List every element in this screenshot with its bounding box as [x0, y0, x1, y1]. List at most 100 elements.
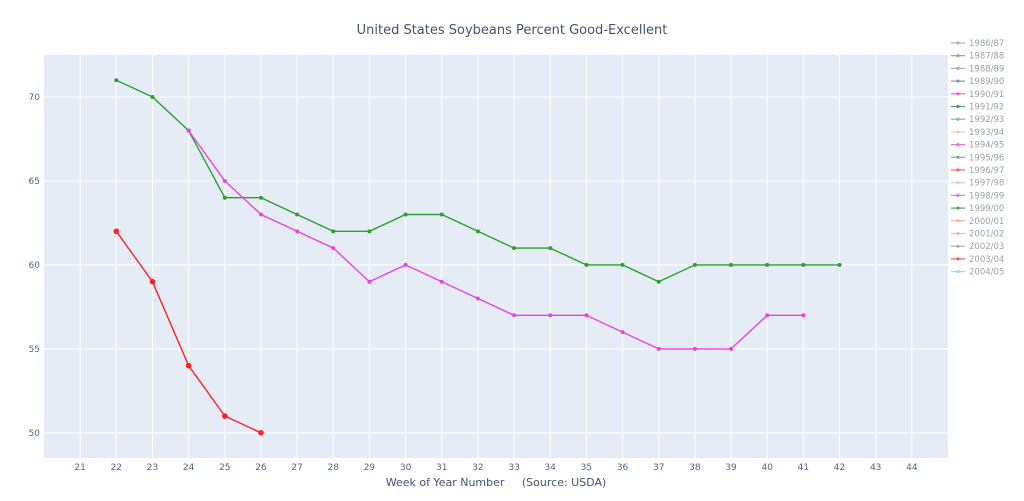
legend-item[interactable]: 1989/90 [951, 77, 1004, 87]
data-point[interactable] [222, 195, 227, 200]
data-point[interactable] [258, 195, 263, 200]
data-point[interactable] [548, 313, 553, 318]
plot-area [44, 55, 948, 458]
legend-swatch-marker [956, 270, 960, 274]
data-point[interactable] [295, 229, 300, 234]
data-point[interactable] [584, 313, 589, 318]
legend-item[interactable]: 2000/01 [951, 217, 1004, 227]
legend-item[interactable]: 2001/02 [951, 230, 1004, 240]
legend-item[interactable]: 1998/99 [951, 191, 1004, 201]
data-point[interactable] [729, 262, 734, 267]
legend-item[interactable]: 1987/88 [951, 52, 1004, 62]
legend-label: 2003/04 [969, 255, 1004, 265]
data-point[interactable] [149, 278, 156, 285]
legend-item[interactable]: 2002/03 [951, 242, 1004, 252]
x-tick-label: 23 [147, 463, 158, 473]
legend-swatch-marker [956, 79, 960, 83]
legend-item[interactable]: 1994/95 [951, 141, 1004, 151]
x-tick-label: 30 [400, 463, 412, 473]
series-line [188, 130, 804, 350]
data-point[interactable] [222, 178, 227, 183]
x-tick-label: 40 [761, 463, 773, 473]
data-point[interactable] [113, 228, 120, 235]
y-tick-label: 60 [29, 261, 41, 271]
data-point[interactable] [439, 279, 444, 284]
x-tick-label: 35 [581, 463, 592, 473]
chart-title: United States Soybeans Percent Good-Exce… [357, 23, 668, 38]
legend-item[interactable]: 1993/94 [951, 128, 1004, 138]
data-point[interactable] [150, 94, 155, 99]
legend-label: 1999/00 [969, 204, 1004, 214]
data-point[interactable] [367, 229, 372, 234]
x-tick-label: 27 [291, 463, 302, 473]
legend-swatch-marker [956, 155, 960, 159]
data-point[interactable] [258, 212, 263, 217]
data-point[interactable] [186, 128, 191, 133]
data-point[interactable] [222, 413, 228, 419]
legend-item[interactable]: 1990/91 [951, 90, 1004, 100]
legend-item[interactable]: 1997/98 [951, 179, 1004, 189]
data-point[interactable] [620, 330, 625, 335]
tick-labels: 21 22 23 24 25 26 27 28 29 30 31 32 33 34 35 36 37 38 39 40… [29, 93, 918, 473]
data-point[interactable] [765, 262, 770, 267]
legend-label: 1988/89 [969, 64, 1004, 74]
x-tick-label: 22 [111, 463, 122, 473]
data-point[interactable] [692, 346, 697, 351]
data-point[interactable] [584, 262, 589, 267]
legend-swatch-marker [956, 257, 960, 261]
data-point[interactable] [403, 212, 408, 217]
x-tick-label: 42 [834, 463, 845, 473]
legend-swatch-marker [956, 54, 960, 58]
x-tick-label: 26 [255, 463, 267, 473]
data-point[interactable] [656, 346, 661, 351]
legend-item[interactable]: 1991/92 [951, 103, 1004, 113]
legend-item[interactable]: 1996/97 [951, 166, 1004, 176]
legend-swatch-marker [956, 219, 960, 223]
data-point[interactable] [692, 262, 697, 267]
data-point[interactable] [114, 78, 119, 83]
legend-swatch-marker [956, 41, 960, 45]
data-point[interactable] [729, 346, 734, 351]
data-point[interactable] [295, 212, 300, 217]
legend-item[interactable]: 2004/05 [951, 268, 1004, 278]
data-point[interactable] [512, 246, 517, 251]
data-point[interactable] [403, 262, 408, 267]
y-tick-label: 50 [29, 429, 41, 439]
legend-swatch-marker [956, 181, 960, 185]
data-point[interactable] [439, 212, 444, 217]
legend-item[interactable]: 1986/87 [951, 39, 1004, 49]
data-point[interactable] [837, 262, 842, 267]
legend-label: 2000/01 [969, 217, 1004, 227]
legend-swatch-marker [956, 104, 960, 109]
legend-swatch-marker [956, 231, 960, 236]
data-point[interactable] [331, 229, 336, 234]
legend-item[interactable]: 1992/93 [951, 115, 1004, 125]
data-point[interactable] [331, 246, 336, 251]
x-tick-label: 41 [798, 463, 809, 473]
data-point[interactable] [475, 296, 480, 301]
data-point[interactable] [801, 313, 806, 318]
legend-item[interactable]: 1988/89 [951, 64, 1004, 74]
legend-item[interactable]: 1995/96 [951, 153, 1004, 163]
data-point[interactable] [548, 246, 553, 251]
data-point[interactable] [258, 430, 264, 436]
data-point[interactable] [185, 362, 192, 369]
legend-label: 1994/95 [969, 141, 1004, 151]
data-point[interactable] [512, 313, 517, 318]
legend-item[interactable]: 1999/00 [951, 204, 1004, 214]
data-point[interactable] [656, 279, 661, 284]
x-tick-label: 33 [508, 463, 519, 473]
data-point[interactable] [367, 279, 372, 284]
data-point[interactable] [475, 229, 480, 234]
x-tick-label: 21 [74, 463, 85, 473]
legend-item[interactable]: 2003/04 [951, 255, 1004, 265]
legend-label: 1995/96 [969, 153, 1004, 163]
data-point[interactable] [801, 262, 806, 267]
data-point[interactable] [620, 262, 625, 267]
y-tick-label: 55 [29, 345, 40, 355]
data-point[interactable] [765, 313, 770, 318]
x-tick-label: 24 [183, 463, 195, 473]
legend-label: 1986/87 [969, 39, 1004, 49]
x-tick-label: 25 [219, 463, 230, 473]
